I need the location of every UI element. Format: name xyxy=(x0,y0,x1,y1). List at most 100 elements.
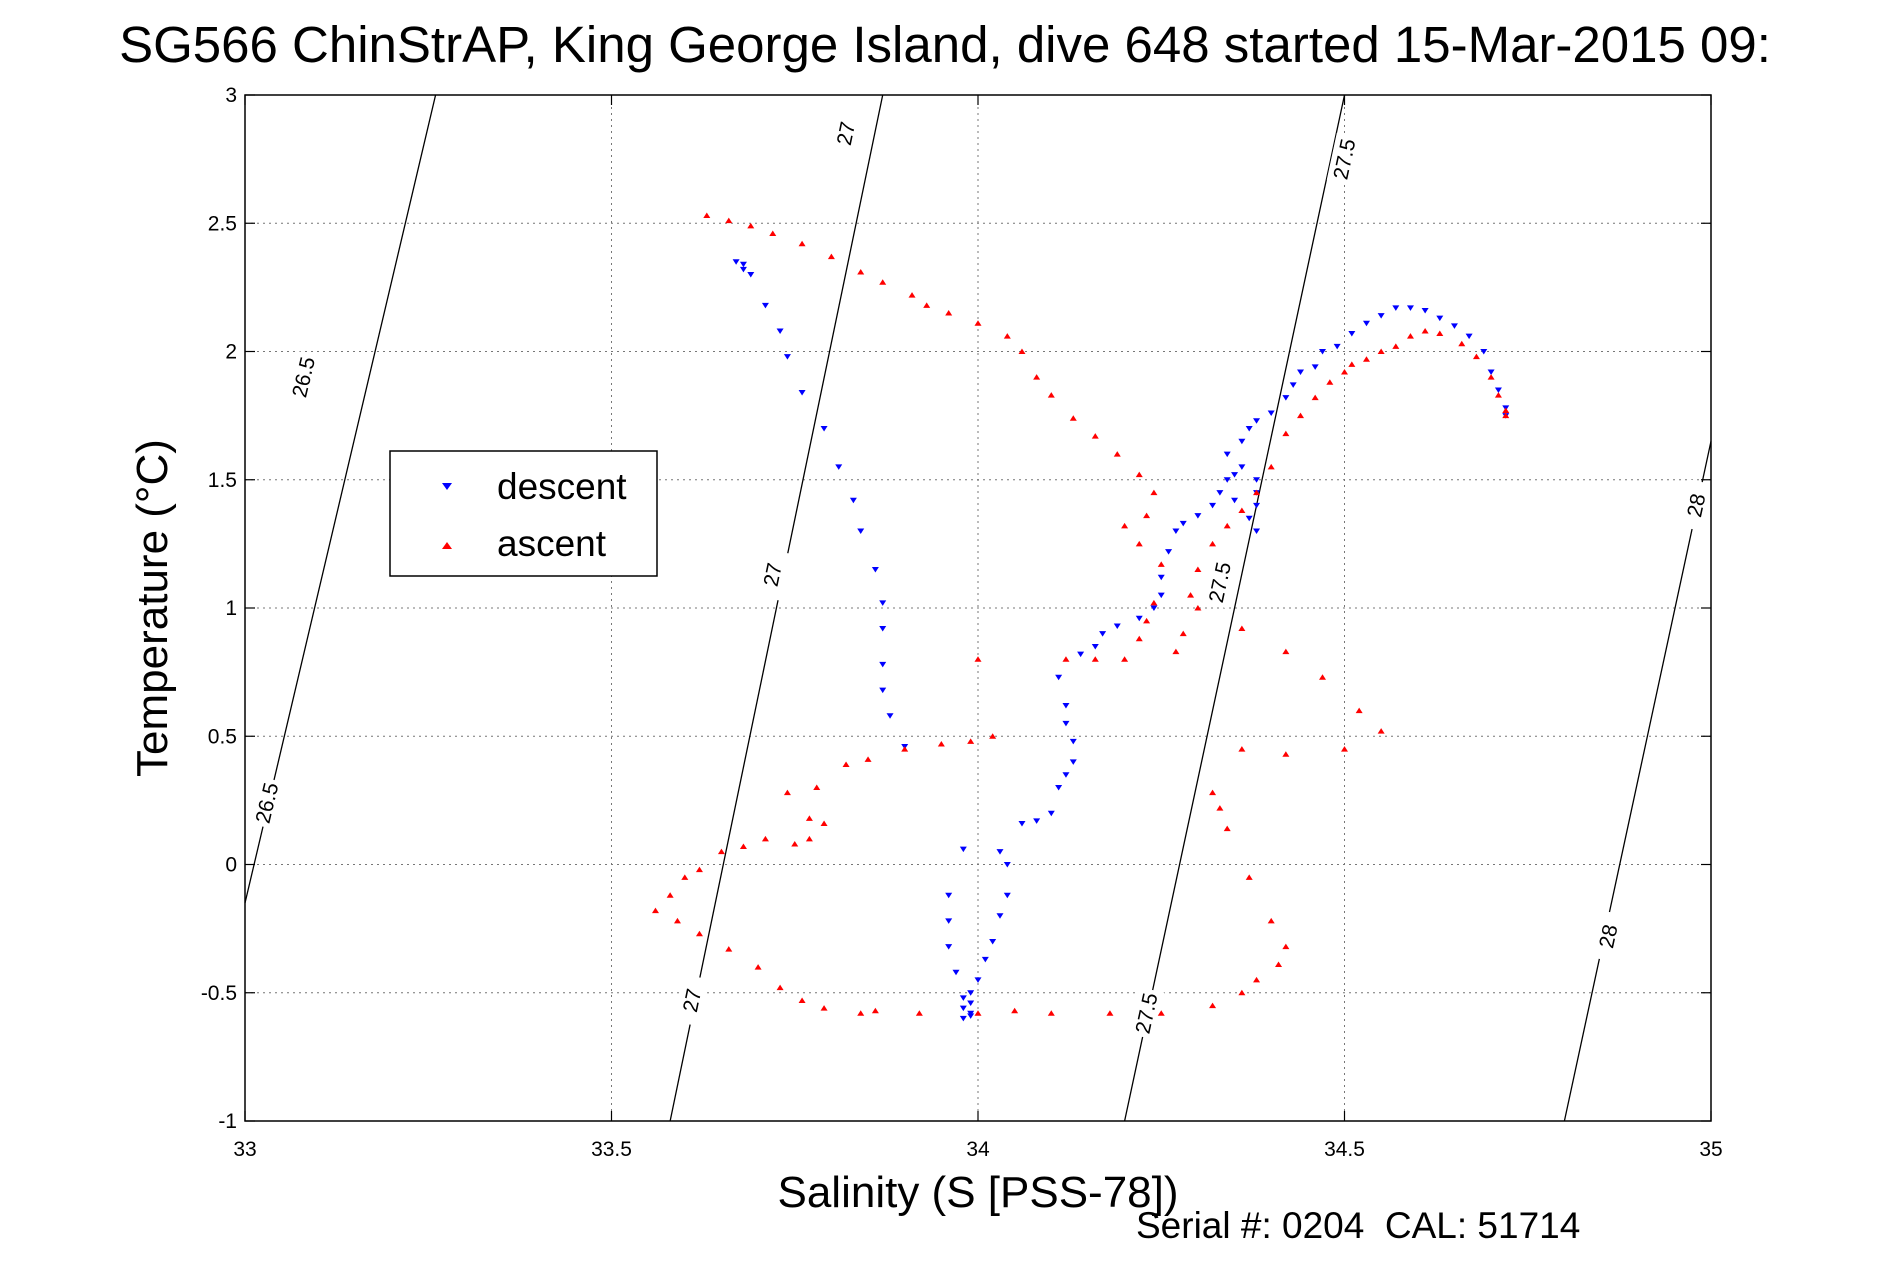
data-point xyxy=(1494,387,1502,393)
data-point xyxy=(1297,412,1305,419)
data-point xyxy=(695,866,703,873)
data-point xyxy=(1187,592,1195,598)
y-tick-label: 1.5 xyxy=(208,469,237,492)
data-point xyxy=(1062,656,1070,662)
contour-label-group: 27 xyxy=(755,548,791,601)
data-point xyxy=(1223,477,1231,483)
data-point xyxy=(754,964,762,970)
data-point xyxy=(1069,415,1077,421)
grid-lines xyxy=(245,95,1711,1121)
contour-label-group: 27.5 xyxy=(1128,987,1165,1040)
y-tick-label: 0 xyxy=(225,854,237,877)
contour-label: 27.5 xyxy=(1132,991,1163,1036)
data-point xyxy=(923,302,931,308)
data-point xyxy=(1157,1010,1165,1016)
y-tick-label: 3 xyxy=(225,84,237,107)
contour-label-group: 27 xyxy=(674,974,710,1027)
data-point xyxy=(1047,810,1055,817)
data-point xyxy=(915,1010,923,1016)
data-point xyxy=(776,328,784,334)
data-point xyxy=(805,835,813,842)
data-point xyxy=(1253,418,1261,424)
data-point xyxy=(798,390,806,396)
data-point xyxy=(989,938,997,945)
data-point xyxy=(666,892,674,898)
data-point xyxy=(1348,331,1356,337)
data-point xyxy=(1194,566,1202,573)
data-point xyxy=(879,279,887,285)
data-point xyxy=(695,930,703,937)
data-point xyxy=(952,969,960,976)
data-point xyxy=(937,740,945,747)
data-point xyxy=(1450,323,1458,329)
data-point xyxy=(1135,615,1143,622)
data-point xyxy=(798,997,806,1003)
data-point xyxy=(703,212,711,219)
data-point xyxy=(1223,825,1231,832)
legend-box xyxy=(389,450,658,577)
data-point xyxy=(1157,574,1165,581)
data-point xyxy=(739,261,747,268)
axis-ticks: 33 33.5 34 34.5 35 -1 -0.5 0 0.5 1 1.5 2 2.5 3 xyxy=(201,84,1723,1161)
data-point xyxy=(879,687,887,694)
data-point xyxy=(842,761,850,767)
data-point xyxy=(1267,917,1275,924)
data-point xyxy=(1282,943,1290,950)
data-point xyxy=(908,292,916,298)
data-point xyxy=(1311,394,1319,401)
data-point xyxy=(974,977,982,983)
data-point xyxy=(1245,425,1253,432)
data-point xyxy=(1319,349,1327,355)
data-point xyxy=(967,990,975,996)
density-contour-28 xyxy=(1563,441,1712,1122)
data-point xyxy=(1282,395,1290,401)
data-point xyxy=(1326,379,1334,385)
data-point xyxy=(879,626,887,632)
data-point xyxy=(1362,320,1370,327)
data-point xyxy=(1011,1007,1019,1014)
data-point xyxy=(1091,643,1099,650)
data-point xyxy=(1341,746,1348,752)
data-point xyxy=(1480,349,1488,355)
data-point xyxy=(1179,630,1187,637)
contour-label: 27.5 xyxy=(1205,560,1236,605)
contour-label-group: 28 xyxy=(1590,910,1627,963)
data-point xyxy=(1209,502,1217,509)
x-tick-label: 33 xyxy=(233,1138,256,1161)
data-point xyxy=(871,567,879,573)
data-point xyxy=(1069,738,1077,745)
legend-label-descent: descent xyxy=(497,466,627,507)
data-point xyxy=(1143,617,1151,624)
contour-label-background xyxy=(1678,479,1715,532)
data-point xyxy=(1238,438,1246,445)
data-series xyxy=(651,212,1510,1022)
y-tick-label: 0.5 xyxy=(208,725,237,748)
data-point xyxy=(974,1010,982,1016)
data-point xyxy=(827,253,835,260)
contour-label-background xyxy=(285,350,322,404)
data-point xyxy=(1069,759,1077,765)
data-point xyxy=(849,497,857,504)
data-point xyxy=(1267,410,1275,417)
data-point xyxy=(1253,528,1261,535)
legend-marker-descent xyxy=(442,483,452,490)
data-point xyxy=(783,354,791,360)
data-point xyxy=(1172,648,1180,655)
contour-label-group: 27.5 xyxy=(1202,556,1238,609)
data-point xyxy=(981,956,989,963)
data-point xyxy=(1216,490,1224,496)
data-point xyxy=(879,661,887,668)
data-point xyxy=(1421,327,1429,334)
data-point xyxy=(871,1007,879,1014)
data-point xyxy=(1209,540,1217,547)
x-tick-label: 35 xyxy=(1699,1138,1722,1161)
data-point xyxy=(1033,374,1041,380)
data-point xyxy=(1047,392,1055,398)
data-point xyxy=(791,840,799,847)
data-point xyxy=(901,746,909,752)
data-point xyxy=(967,738,975,744)
data-point xyxy=(1062,702,1070,709)
contour-label: 26.5 xyxy=(252,781,284,826)
data-point xyxy=(967,1010,975,1017)
data-point xyxy=(879,600,887,606)
